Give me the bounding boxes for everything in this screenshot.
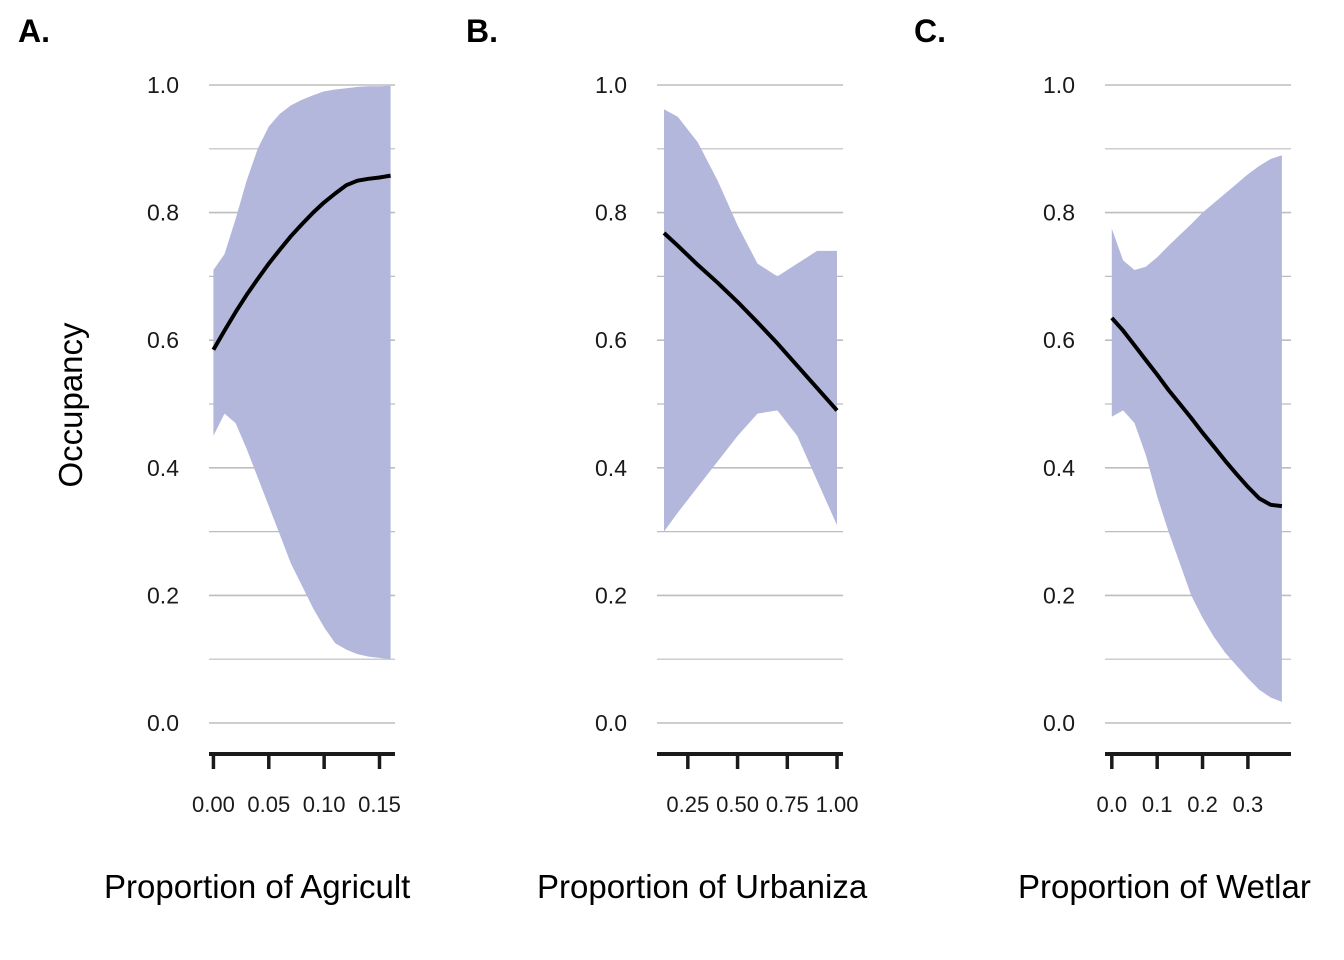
y-tick-label: 1.0 [1043, 72, 1075, 98]
y-tick-label: 0.8 [595, 200, 627, 226]
x-axis-label: Proportion of Wetlar [1018, 868, 1311, 905]
y-tick-label: 0.2 [147, 582, 179, 608]
y-tick-label: 0.4 [1043, 455, 1075, 481]
y-tick-label: 0.8 [1043, 200, 1075, 226]
panel-3: C. 0.0 0.2 0.4 0.6 0.8 1.0 0.0 0.1 0.2 0.3 Proporti… [914, 13, 1311, 905]
panel-label: C. [914, 13, 946, 49]
y-tick-label: 0.0 [595, 710, 627, 736]
occupancy-estimate-line [662, 231, 839, 412]
confidence-band [664, 109, 837, 532]
y-tick-label: 0.0 [147, 710, 179, 736]
y-tick-label: 0.6 [147, 327, 179, 353]
x-tick-label: 0.1 [1142, 792, 1173, 817]
x-tick-label: 0.50 [716, 792, 759, 817]
y-tick-label: 0.6 [1043, 327, 1075, 353]
occupancy-estimate-line [1110, 316, 1283, 509]
x-tick-label: 0.2 [1187, 792, 1218, 817]
panel-1: A. 0.0 0.2 0.4 0.6 0.8 1.0 0.00 0.05 0.10 0.15 Prop… [18, 13, 410, 905]
y-tick-label: 0.2 [1043, 582, 1075, 608]
panel-label: A. [18, 13, 50, 49]
occupancy-estimate-line [211, 173, 391, 351]
x-tick-label: 0.15 [358, 792, 401, 817]
y-tick-label: 0.4 [595, 455, 627, 481]
y-tick-label: 1.0 [595, 72, 627, 98]
x-tick-label: 1.00 [816, 792, 859, 817]
x-tick-label: 0.05 [247, 792, 290, 817]
y-axis-label: Occupancy [52, 322, 89, 488]
x-tick-label: 0.0 [1097, 792, 1128, 817]
y-tick-label: 1.0 [147, 72, 179, 98]
y-tick-label: 0.0 [1043, 710, 1075, 736]
y-tick-label: 0.8 [147, 200, 179, 226]
x-axis-label: Proportion of Agricult [104, 868, 410, 905]
y-tick-label: 0.4 [147, 455, 179, 481]
x-tick-label: 0.25 [666, 792, 709, 817]
panel-2: B. 0.0 0.2 0.4 0.6 0.8 1.0 0.25 0.50 0.75 1.00 Prop… [466, 13, 868, 905]
x-tick-label: 0.3 [1233, 792, 1264, 817]
confidence-band [213, 85, 391, 660]
x-axis-label: Proportion of Urbaniza [537, 868, 868, 905]
y-tick-label: 0.6 [595, 327, 627, 353]
y-tick-label: 0.2 [595, 582, 627, 608]
x-tick-label: 0.00 [192, 792, 235, 817]
panel-label: B. [466, 13, 498, 49]
x-tick-label: 0.10 [303, 792, 346, 817]
x-tick-label: 0.75 [766, 792, 809, 817]
